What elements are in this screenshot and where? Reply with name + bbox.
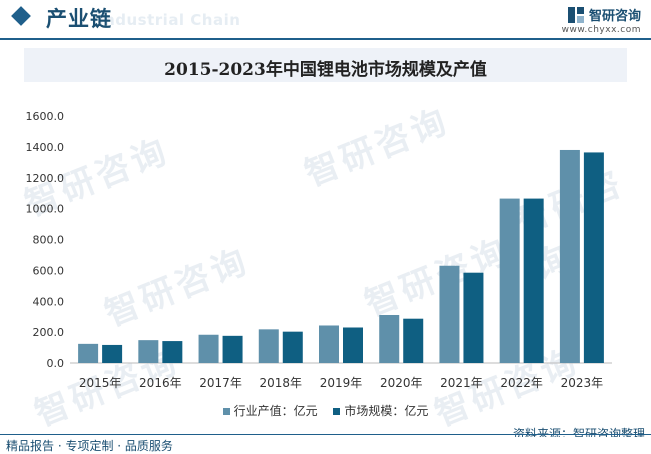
page-header: Industrial Chain 产业链 bbox=[0, 0, 651, 44]
page-footer: 精品报告 · 专项定制 · 品质服务 bbox=[0, 437, 651, 454]
legend-label-market: 市场规模：亿元 bbox=[344, 404, 429, 418]
legend-item-output: 行业产值：亿元 bbox=[222, 402, 318, 419]
x-tick-label: 2018年 bbox=[260, 376, 303, 390]
x-tick-label: 2022年 bbox=[500, 376, 543, 390]
y-tick-label: 400.0 bbox=[33, 295, 65, 308]
x-tick-label: 2023年 bbox=[561, 376, 604, 390]
y-tick-label: 1400.0 bbox=[26, 141, 65, 154]
y-tick-label: 200.0 bbox=[33, 326, 65, 339]
bar-output bbox=[138, 340, 159, 363]
bar-output bbox=[439, 265, 460, 363]
bar-output bbox=[258, 329, 279, 363]
y-tick-label: 1600.0 bbox=[26, 110, 65, 123]
y-tick-label: 600.0 bbox=[33, 264, 65, 277]
bar-output bbox=[198, 334, 219, 363]
footer-text: 精品报告 · 专项定制 · 品质服务 bbox=[6, 439, 173, 453]
chart-title: 2015-2023年中国锂电池市场规模及产值 bbox=[164, 60, 487, 80]
bar-output bbox=[319, 325, 339, 363]
bar-market bbox=[343, 327, 363, 363]
bar-market bbox=[282, 331, 303, 363]
x-tick-label: 2017年 bbox=[199, 376, 242, 390]
x-tick-label: 2016年 bbox=[139, 376, 182, 390]
section-title: 产业链 bbox=[46, 7, 112, 31]
bar-market bbox=[463, 272, 484, 363]
brand-site: www.chyxx.com bbox=[561, 25, 641, 35]
header-watermark: Industrial Chain bbox=[98, 11, 241, 29]
x-tick-label: 2015年 bbox=[79, 376, 122, 390]
legend-item-market: 市场规模：亿元 bbox=[333, 402, 428, 419]
legend-label-output: 行业产值：亿元 bbox=[233, 404, 318, 418]
bar-market bbox=[162, 341, 183, 363]
footer-divider bbox=[0, 434, 651, 435]
y-tick-label: 1000.0 bbox=[26, 203, 65, 216]
bar-market bbox=[403, 318, 424, 363]
brand-name: 智研咨询 bbox=[588, 9, 641, 24]
x-tick-label: 2020年 bbox=[380, 376, 423, 390]
bar-output bbox=[379, 314, 400, 363]
bar-output bbox=[78, 343, 99, 363]
chart-title-bar: 2015-2023年中国锂电池市场规模及产值 bbox=[24, 48, 627, 82]
bar-market bbox=[523, 198, 544, 363]
bar-market bbox=[102, 344, 123, 363]
y-tick-label: 1200.0 bbox=[26, 172, 65, 185]
y-tick-label: 800.0 bbox=[33, 234, 65, 247]
bar-market bbox=[583, 152, 604, 363]
header-divider bbox=[0, 38, 651, 40]
chart-legend: 行业产值：亿元 市场规模：亿元 bbox=[0, 402, 651, 419]
bar-market bbox=[222, 335, 243, 363]
brand-icon bbox=[567, 6, 584, 23]
legend-swatch-output bbox=[222, 408, 230, 415]
legend-swatch-market bbox=[333, 408, 341, 415]
x-tick-label: 2019年 bbox=[320, 376, 363, 390]
x-tick-label: 2021年 bbox=[440, 376, 483, 390]
bar-output bbox=[559, 149, 580, 363]
y-tick-label: 0.0 bbox=[47, 357, 65, 370]
brand-logo: 智研咨询 www.chyxx.com bbox=[562, 4, 641, 35]
bar-chart: 0.0 200.0 400.0 600.0 800.0 1000.0 1200.0 1400.… bbox=[26, 110, 612, 390]
bar-output bbox=[499, 198, 520, 363]
diamond-icon bbox=[11, 6, 31, 26]
